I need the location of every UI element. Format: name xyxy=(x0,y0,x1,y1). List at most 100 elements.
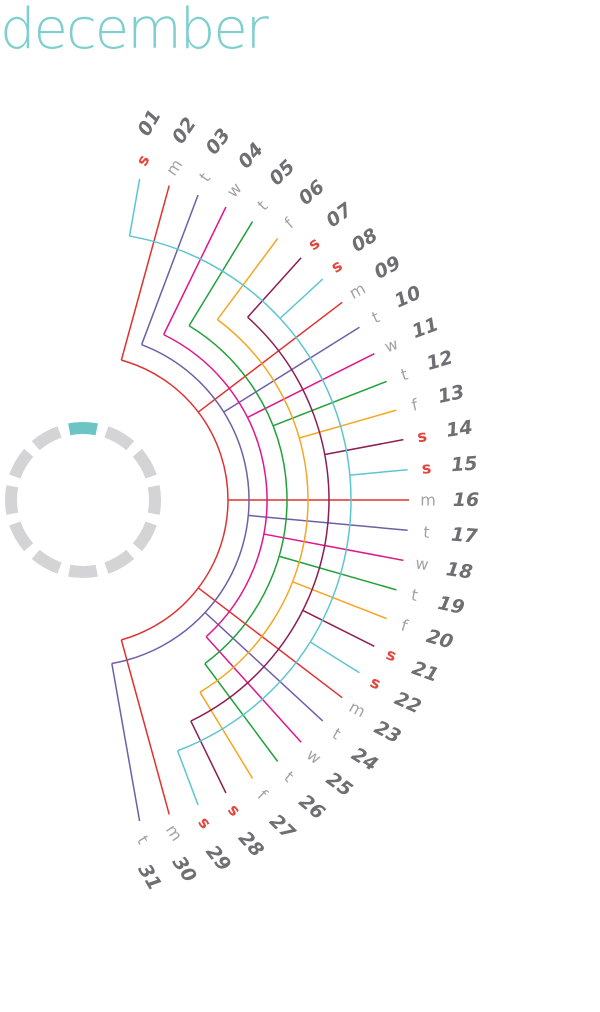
weekday-letter: f xyxy=(254,786,272,804)
weekday-letter: f xyxy=(281,214,298,232)
day-number: 29 xyxy=(201,841,235,875)
day-line xyxy=(140,194,199,345)
day-number: 16 xyxy=(453,489,479,511)
weekday-letter: s xyxy=(421,458,432,478)
day-number: 24 xyxy=(348,743,382,776)
weekday-line-group xyxy=(120,185,409,815)
progress-segment xyxy=(5,485,19,515)
day-line xyxy=(197,301,343,413)
weekday-line-group xyxy=(188,221,397,762)
day-line xyxy=(299,409,397,439)
day-number: 14 xyxy=(445,416,474,441)
day-number: 10 xyxy=(391,282,424,313)
day-number: 15 xyxy=(450,453,478,477)
day-line xyxy=(349,468,408,476)
progress-segment xyxy=(9,521,34,552)
progress-segment xyxy=(68,564,98,578)
day-number: 25 xyxy=(322,768,356,801)
progress-ring xyxy=(5,422,161,578)
weekday-letter: s xyxy=(328,256,346,277)
weekday-letter: t xyxy=(254,196,272,214)
day-number: 23 xyxy=(371,716,405,748)
day-line xyxy=(199,691,254,779)
weekday-letter: s xyxy=(416,426,428,446)
weekday-letter: s xyxy=(367,672,383,693)
day-number: 05 xyxy=(265,156,299,190)
day-number: 20 xyxy=(424,625,455,653)
progress-segment xyxy=(132,521,157,552)
day-line xyxy=(111,663,141,822)
weekday-line-group xyxy=(190,257,404,794)
progress-segment-active xyxy=(68,422,98,436)
day-line xyxy=(279,278,324,319)
weekday-line-group xyxy=(199,238,397,779)
weekday-letter: m xyxy=(346,697,369,721)
day-line xyxy=(188,221,254,327)
day-line xyxy=(120,185,170,361)
weekday-letter: t xyxy=(281,767,298,786)
day-number: 30 xyxy=(168,852,201,886)
day-number: 26 xyxy=(295,790,329,824)
day-number: 18 xyxy=(445,558,474,583)
day-line xyxy=(216,238,279,320)
day-line xyxy=(278,555,397,591)
day-line xyxy=(176,750,199,806)
day-number: 01 xyxy=(133,106,165,140)
weekday-arc xyxy=(129,235,352,752)
weekday-letter: s xyxy=(224,800,244,820)
day-number: 11 xyxy=(409,313,441,343)
weekday-line-group xyxy=(128,178,408,806)
weekday-arc xyxy=(188,325,288,665)
weekday-letter: m xyxy=(162,821,186,845)
weekday-letter: s xyxy=(132,151,153,169)
day-line xyxy=(120,639,170,815)
progress-segment xyxy=(104,549,135,574)
day-number: 28 xyxy=(234,827,268,861)
progress-segment xyxy=(132,448,157,479)
day-number: 13 xyxy=(436,381,466,408)
progress-segment xyxy=(31,426,62,451)
day-number: 09 xyxy=(371,252,405,284)
day-number: 17 xyxy=(450,524,479,548)
day-line xyxy=(247,257,302,318)
weekday-arc xyxy=(111,343,250,665)
progress-segment xyxy=(147,485,161,515)
progress-segment xyxy=(9,448,34,479)
weekday-letter: t xyxy=(423,522,431,541)
weekday-arc xyxy=(199,318,309,693)
weekday-letter: t xyxy=(195,169,214,186)
weekday-letter: m xyxy=(346,279,369,303)
weekday-letter: m xyxy=(420,491,436,510)
day-number: 06 xyxy=(295,176,329,210)
day-line xyxy=(324,438,404,456)
weekday-letter: w xyxy=(223,179,246,201)
day-line xyxy=(205,636,302,743)
day-number: 31 xyxy=(133,860,165,894)
weekday-lines xyxy=(111,178,409,822)
day-line xyxy=(272,380,387,427)
day-line xyxy=(263,533,404,562)
weekday-letter: w xyxy=(303,745,325,768)
weekday-letter: t xyxy=(399,364,410,384)
weekday-letter: f xyxy=(410,395,420,415)
weekday-letter: t xyxy=(329,724,344,743)
day-number: 07 xyxy=(322,198,357,232)
day-line xyxy=(128,178,141,237)
weekday-letter: s xyxy=(194,813,215,832)
weekday-letter: w xyxy=(414,554,430,575)
day-line xyxy=(292,581,387,620)
day-number: 12 xyxy=(424,346,455,374)
day-line xyxy=(204,663,279,762)
day-line xyxy=(162,206,227,335)
weekday-arc xyxy=(190,316,330,722)
month-title: december xyxy=(0,0,269,62)
day-number: 04 xyxy=(234,139,268,173)
day-number: 19 xyxy=(436,592,466,619)
weekday-letter: w xyxy=(382,334,401,356)
day-number: 22 xyxy=(391,688,424,719)
day-line xyxy=(309,641,360,674)
day-line xyxy=(247,353,375,419)
weekday-arc xyxy=(163,333,268,638)
weekday-letter: t xyxy=(369,307,382,327)
